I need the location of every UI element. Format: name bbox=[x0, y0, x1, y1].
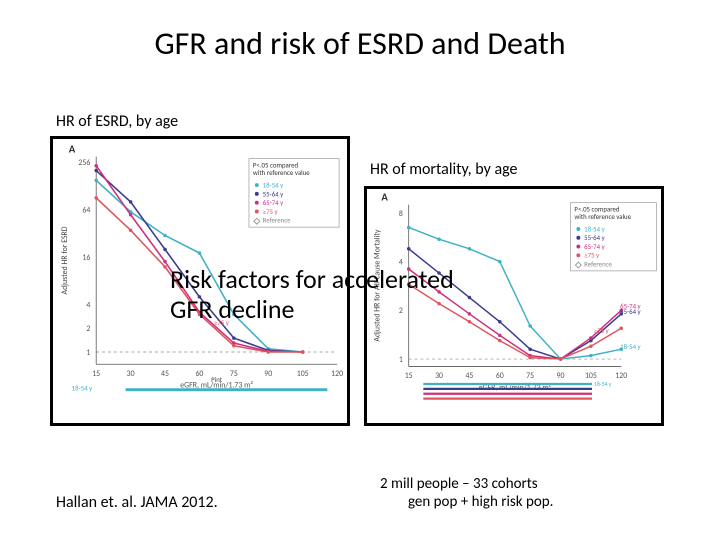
svg-text:18-54 y: 18-54 y bbox=[263, 180, 285, 189]
svg-text:Reference: Reference bbox=[584, 261, 612, 269]
svg-text:18-54 y: 18-54 y bbox=[72, 384, 94, 393]
svg-text:A: A bbox=[381, 191, 388, 204]
svg-text:75: 75 bbox=[526, 372, 534, 381]
svg-text:P<.05 compared: P<.05 compared bbox=[574, 205, 619, 213]
svg-text:18-54 y: 18-54 y bbox=[594, 380, 612, 388]
svg-text:120: 120 bbox=[331, 370, 343, 379]
svg-text:75: 75 bbox=[230, 370, 238, 379]
svg-text:30: 30 bbox=[435, 372, 443, 381]
svg-text:8: 8 bbox=[399, 210, 403, 219]
svg-text:90: 90 bbox=[557, 372, 565, 381]
svg-text:Adjusted HR for ESRD: Adjusted HR for ESRD bbox=[61, 226, 70, 294]
note-line2: gen pop + high risk pop. bbox=[380, 493, 553, 512]
svg-text:2: 2 bbox=[86, 325, 90, 334]
svg-text:18-54 y: 18-54 y bbox=[620, 343, 641, 351]
svg-text:Reference: Reference bbox=[263, 216, 291, 225]
svg-text:15: 15 bbox=[92, 370, 100, 379]
svg-text:30: 30 bbox=[127, 370, 135, 379]
svg-text:18-54 y: 18-54 y bbox=[584, 225, 605, 233]
svg-text:≥75 y: ≥75 y bbox=[594, 327, 610, 335]
svg-text:with reference value: with reference value bbox=[253, 168, 310, 177]
svg-text:A: A bbox=[69, 143, 76, 156]
overlay-callout: Risk factors for acceleratedGFR decline bbox=[170, 265, 454, 325]
svg-text:60: 60 bbox=[195, 370, 203, 379]
svg-text:64: 64 bbox=[82, 206, 90, 215]
svg-text:≥75 y: ≥75 y bbox=[263, 207, 279, 216]
svg-text:4: 4 bbox=[86, 301, 90, 310]
right-chart-label: HR of mortality, by age bbox=[370, 160, 517, 179]
slide-title: GFR and risk of ESRD and Death bbox=[0, 24, 720, 63]
svg-text:1: 1 bbox=[86, 349, 90, 358]
svg-text:45: 45 bbox=[465, 372, 473, 381]
svg-text:15: 15 bbox=[405, 372, 413, 381]
svg-text:60: 60 bbox=[496, 372, 504, 381]
svg-text:256: 256 bbox=[78, 159, 90, 168]
svg-text:≥75 y: ≥75 y bbox=[584, 252, 600, 260]
svg-text:65-74 y: 65-74 y bbox=[263, 198, 285, 207]
note-text: 2 mill people – 33 cohorts gen pop + hig… bbox=[380, 475, 553, 513]
left-chart-label: HR of ESRD, by age bbox=[56, 112, 178, 131]
svg-text:Pint: Pint bbox=[211, 375, 223, 384]
note-line1: 2 mill people – 33 cohorts bbox=[380, 475, 553, 494]
svg-text:65-74 y: 65-74 y bbox=[620, 303, 641, 311]
svg-text:55-64 y: 55-64 y bbox=[263, 189, 285, 198]
svg-text:65-74 y: 65-74 y bbox=[584, 243, 605, 251]
svg-text:1: 1 bbox=[399, 356, 403, 365]
svg-text:16: 16 bbox=[82, 254, 90, 263]
svg-text:90: 90 bbox=[264, 370, 272, 379]
citation-text: Hallan et. al. JAMA 2012. bbox=[56, 493, 218, 512]
svg-text:55-64 y: 55-64 y bbox=[584, 234, 605, 242]
svg-text:with reference value: with reference value bbox=[574, 213, 631, 221]
svg-text:120: 120 bbox=[615, 372, 627, 381]
svg-text:105: 105 bbox=[297, 370, 309, 379]
svg-text:45: 45 bbox=[161, 370, 169, 379]
